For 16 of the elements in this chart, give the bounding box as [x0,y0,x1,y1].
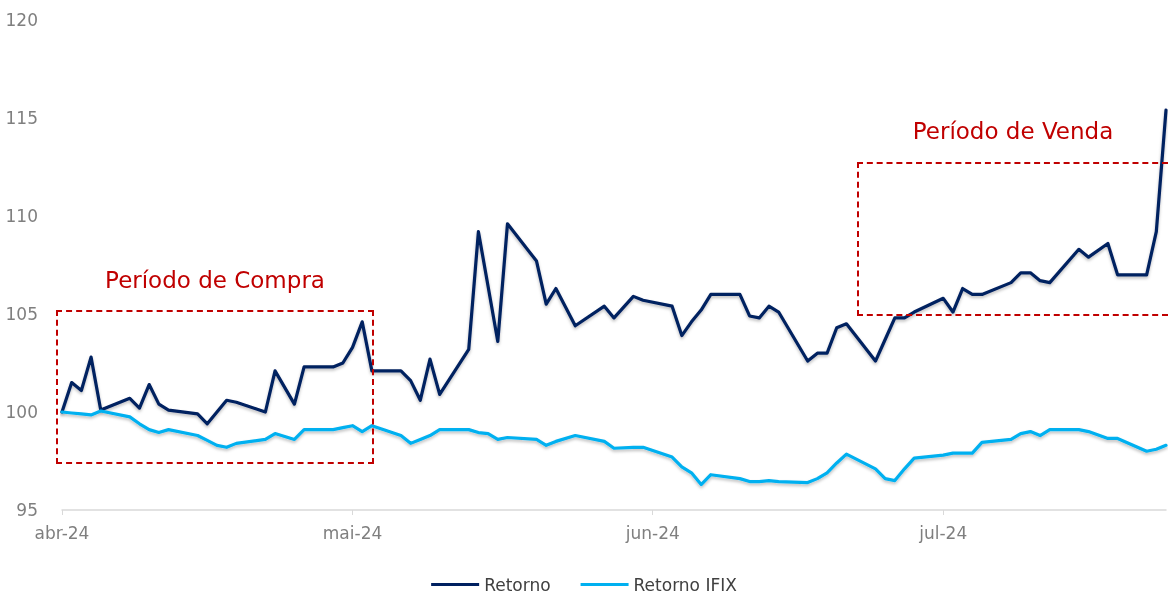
annotation: Período de Compra [105,267,325,293]
y-tick-label: 120 [5,10,38,30]
annotation: Período de Venda [912,118,1114,144]
line-series [60,108,1168,426]
line-series [60,409,1168,487]
y-tick-label: 105 [5,304,38,324]
legend-label: Retorno IFIX [633,574,738,595]
x-tick-label: jun-24 [624,522,680,543]
y-tick-label: 110 [5,206,38,226]
y-tick-label: 100 [5,402,38,422]
x-tick-label: mai-24 [322,522,383,543]
y-tick-label: 115 [5,108,38,128]
x-tick-label: jul-24 [918,522,968,543]
x-tick-label: abr-24 [34,522,90,543]
y-tick-label: 95 [16,500,38,520]
legend-label: Retorno [484,574,551,595]
